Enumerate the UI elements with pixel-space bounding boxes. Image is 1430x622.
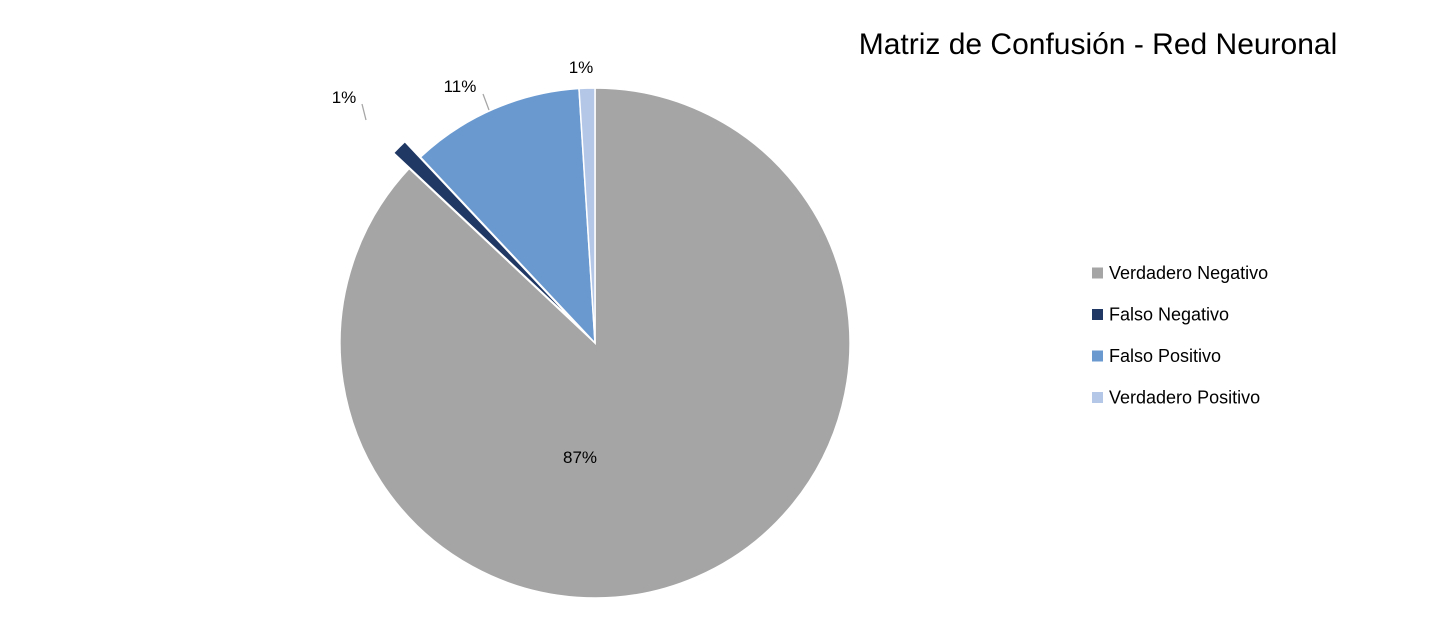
legend-swatch-verdadero-negativo [1092,268,1103,279]
legend-label-verdadero-positivo: Verdadero Positivo [1109,388,1260,408]
legend-swatch-falso-negativo [1092,309,1103,320]
data-label-verdadero-negativo: 87% [563,448,597,467]
legend-label-falso-negativo: Falso Negativo [1109,305,1229,325]
chart-title: Matriz de Confusión - Red Neuronal [859,28,1338,61]
legend-label-falso-positivo: Falso Positivo [1109,346,1221,366]
data-label-falso-negativo: 1% [332,88,357,107]
legend-label-verdadero-negativo: Verdadero Negativo [1109,263,1268,283]
data-label-verdadero-positivo: 1% [569,58,594,77]
legend-swatch-falso-positivo [1092,351,1103,362]
data-label-falso-positivo: 11% [444,77,477,96]
leader-line-falso-negativo [362,104,366,120]
legend-swatch-verdadero-positivo [1092,392,1103,403]
pie-slices [340,88,850,598]
leader-line-falso-positivo [483,94,489,110]
leader-lines [362,94,489,120]
legend: Verdadero Negativo Falso Negativo Falso Po… [1092,263,1268,408]
